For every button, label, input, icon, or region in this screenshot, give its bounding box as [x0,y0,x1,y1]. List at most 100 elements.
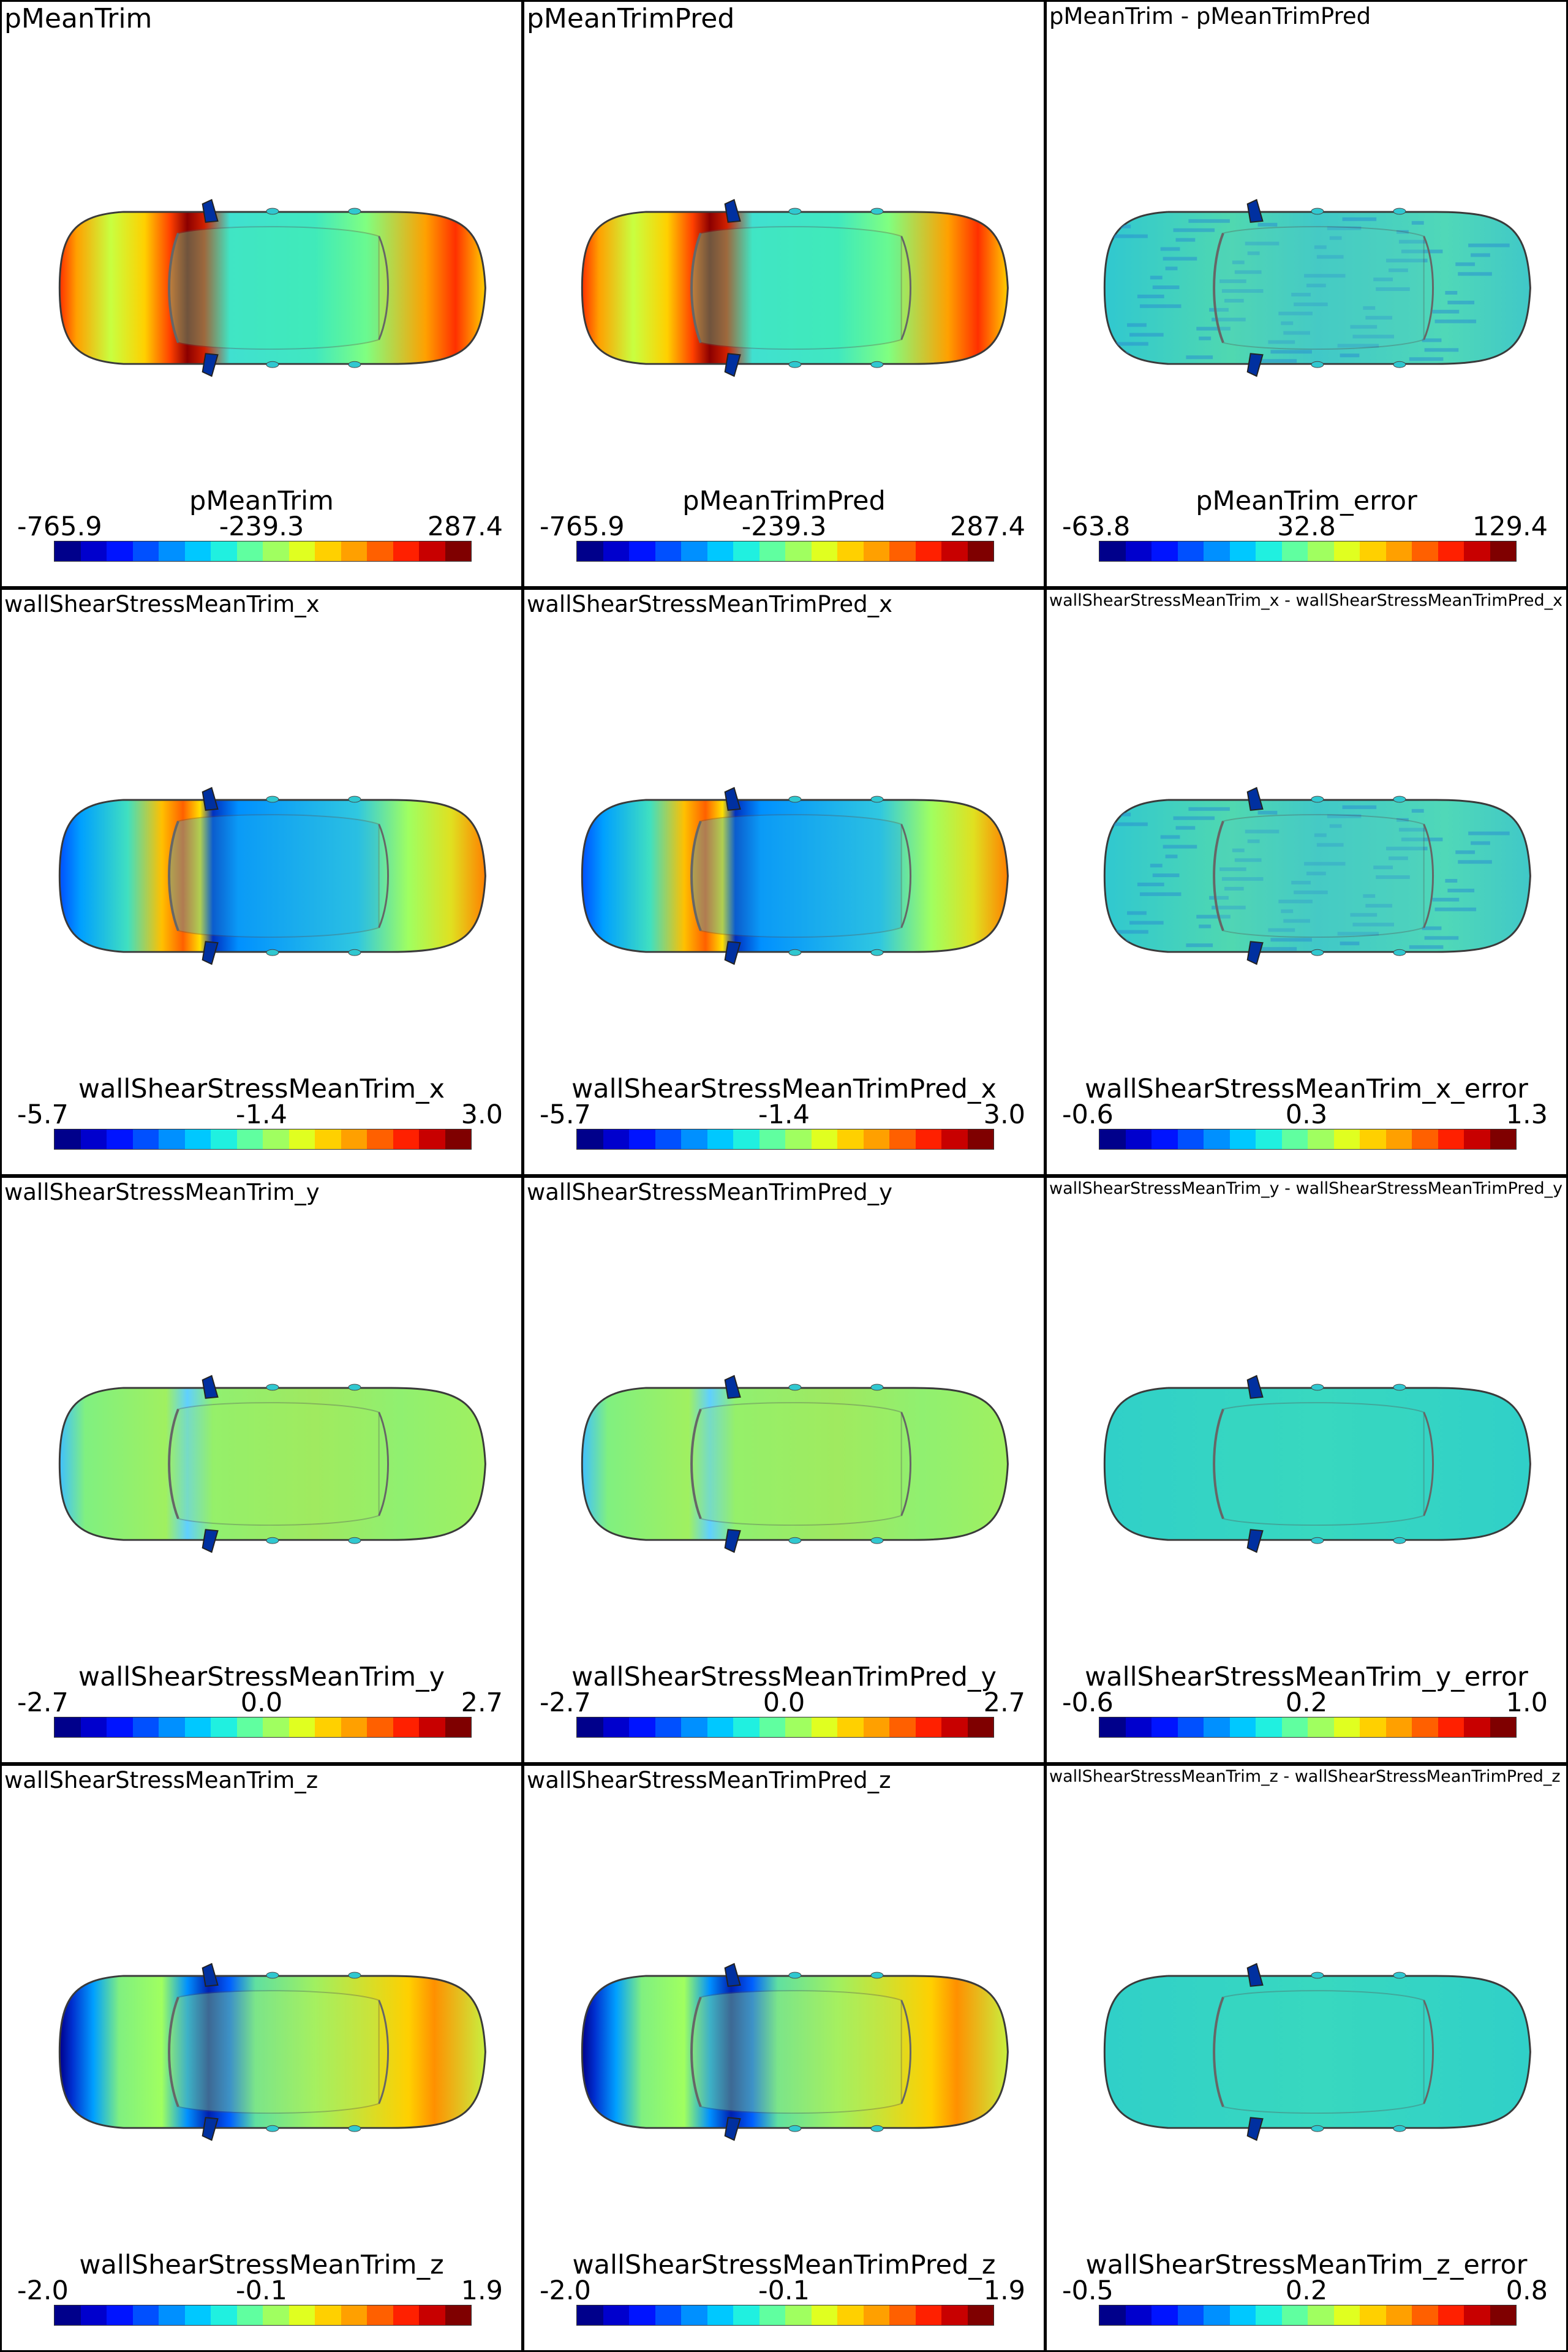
panel-title: wallShearStressMeanTrimPred_y [527,1179,893,1205]
colorbar-swatch [263,1129,289,1149]
colorbar-swatch [419,2305,445,2325]
colorbar-mid-label: 32.8 [1277,511,1336,542]
colorbar-swatch [1281,1717,1308,1737]
colorbar-max-label: 1.9 [461,2275,503,2306]
colorbar-swatch [915,541,941,561]
colorbar-swatch [393,541,419,561]
colorbar-swatch [837,1717,864,1737]
colorbar-swatch [1152,1717,1178,1737]
colorbar-title: pMeanTrim_error [1196,486,1417,516]
colorbar-max-label: 287.4 [427,511,503,542]
colorbar-swatch [315,1129,341,1149]
plot-panel: pMeanTrimPred pMeanTrimPred -765.9 -239.… [522,0,1046,588]
colorbar-min-label: -765.9 [540,511,625,542]
colorbar-swatch [211,2305,237,2325]
colorbar-swatch [159,1717,185,1737]
car-surface-plot [58,1962,486,2141]
colorbar-swatch [1204,541,1230,561]
colorbar-swatch [80,541,107,561]
colorbar-mid-label: 0.0 [763,1687,805,1718]
colorbar-swatch [889,1717,916,1737]
colorbar [576,541,994,562]
colorbar-swatch [1281,541,1308,561]
colorbar-swatch [1464,1717,1490,1737]
colorbar-swatch [707,1129,733,1149]
colorbar-swatch [863,2305,889,2325]
panel-title: wallShearStressMeanTrim_x - wallShearStr… [1049,591,1563,610]
colorbar-swatch [1333,541,1360,561]
colorbar-swatch [1438,1717,1464,1737]
colorbar-swatch [1099,1129,1126,1149]
colorbar-swatch [1281,1129,1308,1149]
colorbar-max-label: 2.7 [983,1687,1025,1718]
colorbar-swatch [863,541,889,561]
colorbar-max-label: 3.0 [461,1099,503,1130]
colorbar-swatch [1229,1717,1256,1737]
colorbar-swatch [419,1129,445,1149]
colorbar [54,541,472,562]
colorbar-max-label: 0.8 [1506,2275,1548,2306]
colorbar-swatch [681,2305,707,2325]
colorbar-swatch [707,2305,733,2325]
colorbar-swatch [263,2305,289,2325]
car-surface-plot [581,1962,1009,2141]
colorbar-max-label: 3.0 [983,1099,1025,1130]
colorbar-swatch [941,1129,968,1149]
colorbar-swatch [132,1129,159,1149]
colorbar-swatch [211,1717,237,1737]
colorbar-swatch [1385,2305,1412,2325]
colorbar-swatch [915,1717,941,1737]
plot-panel: wallShearStressMeanTrimPred_z wallShearS… [522,1764,1046,2352]
panel-title: wallShearStressMeanTrim_y [4,1179,320,1205]
colorbar-swatch [1256,2305,1282,2325]
colorbar-mid-label: 0.3 [1285,1099,1328,1130]
colorbar-swatch [341,1129,367,1149]
colorbar-swatch [184,541,211,561]
colorbar-swatch [811,541,837,561]
colorbar-swatch [1333,2305,1360,2325]
colorbar-swatch [1256,1129,1282,1149]
colorbar-swatch [1177,1717,1204,1737]
panel-title: pMeanTrimPred [527,3,735,34]
colorbar-swatch [1438,2305,1464,2325]
colorbar-swatch [681,541,707,561]
plot-panel: wallShearStressMeanTrim_x - wallShearStr… [1045,588,1568,1176]
colorbar-swatch [55,2305,81,2325]
plot-panel: wallShearStressMeanTrim_y wallShearStres… [0,1176,523,1764]
colorbar-mid-label: -239.3 [741,511,827,542]
colorbar-swatch [629,1717,655,1737]
colorbar-min-label: -5.7 [540,1099,591,1130]
colorbar-swatch [1333,1717,1360,1737]
colorbar-swatch [1385,1717,1412,1737]
colorbar-swatch [341,1717,367,1737]
colorbar-swatch [288,541,315,561]
colorbar-swatch [315,541,341,561]
colorbar-swatch [941,2305,968,2325]
colorbar-swatch [367,1129,393,1149]
colorbar-swatch [1204,1129,1230,1149]
colorbar-swatch [1385,541,1412,561]
colorbar-swatch [915,1129,941,1149]
colorbar-swatch [1308,2305,1334,2325]
colorbar-swatch [837,2305,864,2325]
colorbar-swatch [681,1717,707,1737]
colorbar-max-label: 287.4 [949,511,1025,542]
colorbar-mid-label: 0.2 [1285,2275,1328,2306]
colorbar-swatch [236,541,263,561]
panel-title: wallShearStressMeanTrim_y - wallShearStr… [1049,1179,1563,1198]
plot-panel: wallShearStressMeanTrim_x wallShearStres… [0,588,523,1176]
colorbar-swatch [1229,541,1256,561]
car-surface-plot [581,198,1009,377]
colorbar-swatch [236,2305,263,2325]
colorbar-mid-label: -1.4 [236,1099,287,1130]
colorbar-swatch [1464,1129,1490,1149]
colorbar-swatch [629,1129,655,1149]
colorbar-swatch [655,1717,681,1737]
colorbar-swatch [1256,1717,1282,1737]
car-surface-plot [1103,1374,1531,1553]
colorbar-swatch [785,1717,812,1737]
colorbar-swatch [184,1129,211,1149]
colorbar-swatch [315,2305,341,2325]
colorbar-swatch [603,1129,629,1149]
